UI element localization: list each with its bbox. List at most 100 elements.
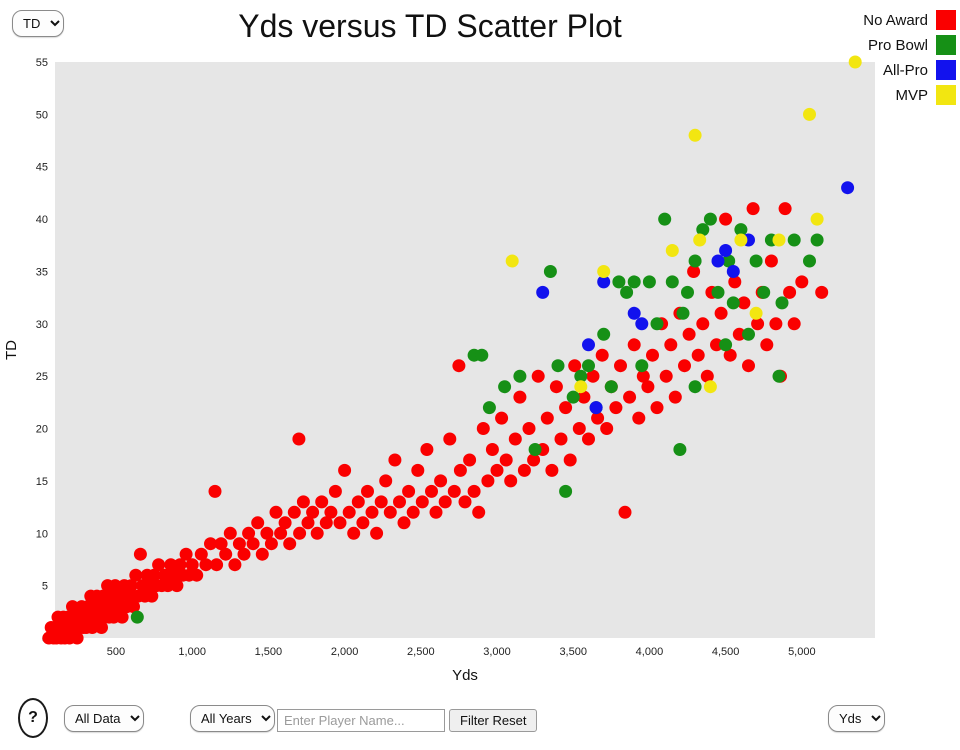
- data-point[interactable]: [167, 568, 181, 582]
- data-point[interactable]: [173, 558, 187, 572]
- data-point[interactable]: [536, 285, 550, 299]
- data-point[interactable]: [673, 443, 687, 456]
- data-point[interactable]: [549, 380, 563, 394]
- data-point[interactable]: [810, 233, 824, 247]
- data-point[interactable]: [356, 516, 370, 530]
- data-point[interactable]: [772, 369, 786, 383]
- filter-reset-button[interactable]: Filter Reset: [449, 709, 538, 732]
- data-point[interactable]: [710, 338, 723, 352]
- data-point[interactable]: [665, 244, 679, 257]
- data-point[interactable]: [124, 579, 138, 593]
- data-point[interactable]: [458, 495, 472, 509]
- data-point[interactable]: [551, 359, 565, 373]
- data-point[interactable]: [179, 547, 193, 561]
- data-point[interactable]: [703, 212, 717, 226]
- data-point[interactable]: [589, 401, 603, 415]
- data-point[interactable]: [728, 275, 742, 289]
- data-point[interactable]: [810, 212, 824, 226]
- data-point[interactable]: [787, 317, 801, 331]
- data-point[interactable]: [582, 432, 595, 446]
- data-point[interactable]: [650, 401, 664, 415]
- data-point[interactable]: [696, 223, 710, 237]
- data-point[interactable]: [714, 306, 728, 320]
- data-point[interactable]: [591, 411, 605, 425]
- data-point[interactable]: [604, 380, 618, 394]
- year-select[interactable]: All Years: [190, 705, 275, 732]
- data-point[interactable]: [635, 359, 649, 373]
- data-point[interactable]: [703, 380, 717, 394]
- data-point[interactable]: [676, 306, 690, 320]
- data-point[interactable]: [508, 432, 522, 446]
- data-filter-select[interactable]: All Data: [64, 705, 144, 732]
- data-point[interactable]: [219, 547, 233, 561]
- data-point[interactable]: [742, 359, 755, 373]
- data-point[interactable]: [463, 453, 477, 467]
- data-point[interactable]: [293, 526, 307, 540]
- data-point[interactable]: [260, 526, 274, 540]
- data-point[interactable]: [490, 463, 504, 477]
- data-point[interactable]: [595, 348, 609, 362]
- data-point[interactable]: [351, 495, 365, 509]
- data-point[interactable]: [370, 526, 384, 540]
- data-point[interactable]: [563, 453, 577, 467]
- data-point[interactable]: [646, 348, 659, 362]
- data-point[interactable]: [365, 505, 379, 519]
- data-point[interactable]: [251, 516, 265, 530]
- data-point[interactable]: [540, 411, 554, 425]
- legend-item-mvp[interactable]: MVP: [863, 85, 956, 105]
- data-point[interactable]: [301, 516, 315, 530]
- data-point[interactable]: [447, 484, 461, 498]
- data-point[interactable]: [95, 621, 108, 634]
- data-point[interactable]: [133, 547, 147, 561]
- legend-item-pro-bowl[interactable]: Pro Bowl: [863, 35, 956, 55]
- data-point[interactable]: [726, 296, 740, 310]
- data-point[interactable]: [711, 254, 725, 268]
- data-point[interactable]: [108, 579, 122, 593]
- data-point[interactable]: [574, 380, 588, 394]
- data-point[interactable]: [482, 401, 496, 415]
- data-point[interactable]: [338, 463, 352, 477]
- data-point[interactable]: [406, 505, 420, 519]
- data-point[interactable]: [764, 254, 778, 268]
- data-point[interactable]: [696, 317, 710, 331]
- data-point[interactable]: [522, 422, 536, 435]
- data-point[interactable]: [688, 128, 702, 142]
- data-point[interactable]: [668, 390, 682, 404]
- data-point[interactable]: [623, 390, 637, 404]
- data-point[interactable]: [635, 317, 649, 331]
- data-point[interactable]: [402, 484, 416, 498]
- data-point[interactable]: [324, 505, 338, 519]
- data-point[interactable]: [749, 254, 763, 268]
- data-point[interactable]: [568, 359, 582, 373]
- data-point[interactable]: [232, 537, 246, 551]
- data-point[interactable]: [96, 589, 110, 603]
- data-point[interactable]: [170, 579, 184, 593]
- data-point[interactable]: [152, 558, 166, 572]
- data-point[interactable]: [453, 463, 467, 477]
- data-point[interactable]: [264, 537, 278, 551]
- data-point[interactable]: [228, 558, 242, 572]
- data-point[interactable]: [711, 285, 725, 299]
- data-point[interactable]: [467, 484, 481, 498]
- data-point[interactable]: [734, 233, 748, 247]
- data-point[interactable]: [641, 380, 655, 394]
- data-point[interactable]: [627, 275, 641, 289]
- data-point[interactable]: [504, 474, 518, 488]
- data-point[interactable]: [495, 411, 509, 425]
- data-point[interactable]: [614, 359, 627, 373]
- data-point[interactable]: [342, 505, 356, 519]
- data-point[interactable]: [772, 233, 786, 247]
- data-point[interactable]: [559, 484, 573, 498]
- data-point[interactable]: [513, 369, 527, 383]
- data-point[interactable]: [848, 55, 862, 69]
- data-point[interactable]: [783, 285, 797, 299]
- data-point[interactable]: [737, 296, 751, 310]
- data-point[interactable]: [726, 265, 740, 278]
- data-point[interactable]: [411, 463, 425, 477]
- data-point[interactable]: [472, 505, 486, 519]
- data-point[interactable]: [618, 505, 632, 519]
- data-point[interactable]: [803, 254, 816, 268]
- legend-item-no-award[interactable]: No Award: [863, 10, 956, 30]
- data-point[interactable]: [600, 422, 614, 435]
- data-point[interactable]: [678, 359, 691, 373]
